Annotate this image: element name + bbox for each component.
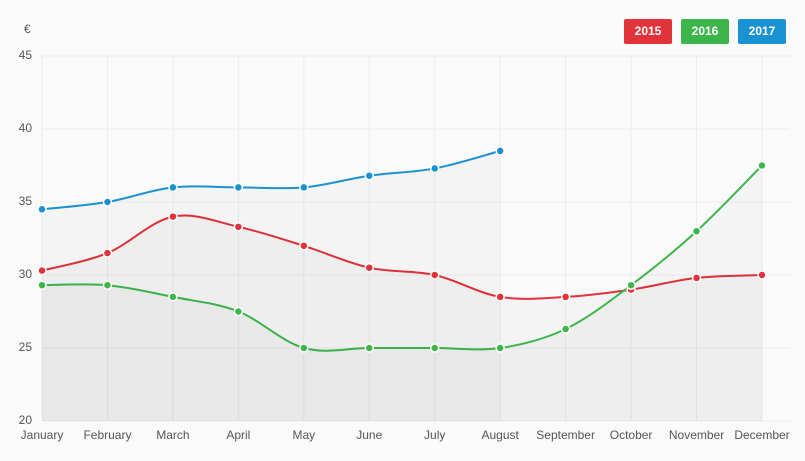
x-tick-label: August: [482, 428, 520, 442]
x-tick-label: September: [536, 428, 595, 442]
y-tick-label: 25: [19, 340, 33, 354]
x-tick-label: April: [226, 428, 250, 442]
legend-label[interactable]: 2016: [692, 24, 719, 38]
legend-label[interactable]: 2017: [749, 24, 776, 38]
point: [429, 163, 440, 174]
x-tick-label: December: [734, 428, 789, 442]
point: [233, 182, 244, 193]
point: [757, 270, 767, 280]
y-tick-label: 45: [19, 48, 33, 62]
point: [299, 241, 309, 251]
point: [429, 270, 440, 280]
point: [429, 343, 440, 353]
x-tick-label: June: [356, 428, 382, 442]
x-tick-label: October: [610, 428, 653, 442]
y-tick-label: 35: [19, 194, 33, 208]
line: [41, 149, 501, 211]
legend-label[interactable]: 2015: [635, 24, 662, 38]
line: [41, 214, 763, 300]
point: [757, 160, 767, 171]
point: [626, 280, 636, 290]
point: [560, 324, 571, 334]
legend-button[interactable]: [738, 19, 786, 44]
point: [168, 292, 178, 302]
x-tick-label: November: [669, 428, 724, 442]
x-tick-label: February: [83, 428, 131, 442]
point: [102, 280, 113, 290]
point: [233, 222, 244, 232]
legend-button[interactable]: [681, 19, 729, 44]
point: [233, 306, 244, 317]
y-tick-label: 40: [19, 121, 33, 135]
y-tick-label: 30: [19, 267, 33, 281]
point: [560, 292, 571, 302]
x-tick-label: January: [21, 428, 64, 442]
point: [495, 146, 505, 156]
x-tick-label: May: [292, 428, 315, 442]
point: [364, 343, 375, 353]
x-tick-label: March: [156, 428, 189, 442]
point: [299, 182, 309, 193]
point: [364, 262, 375, 273]
point: [37, 265, 47, 276]
point: [37, 280, 47, 290]
x-tick-label: July: [424, 428, 445, 442]
point: [102, 197, 113, 207]
legend-button[interactable]: [624, 19, 672, 44]
point: [37, 204, 47, 215]
point: [495, 292, 505, 302]
point: [691, 226, 702, 236]
point: [168, 182, 178, 193]
point: [299, 343, 309, 353]
point: [168, 211, 178, 222]
y-tick-label: 20: [19, 413, 33, 427]
point: [102, 248, 113, 258]
point: [364, 170, 375, 181]
y-axis-label: €: [24, 22, 31, 36]
point: [495, 343, 505, 353]
point: [691, 273, 702, 283]
